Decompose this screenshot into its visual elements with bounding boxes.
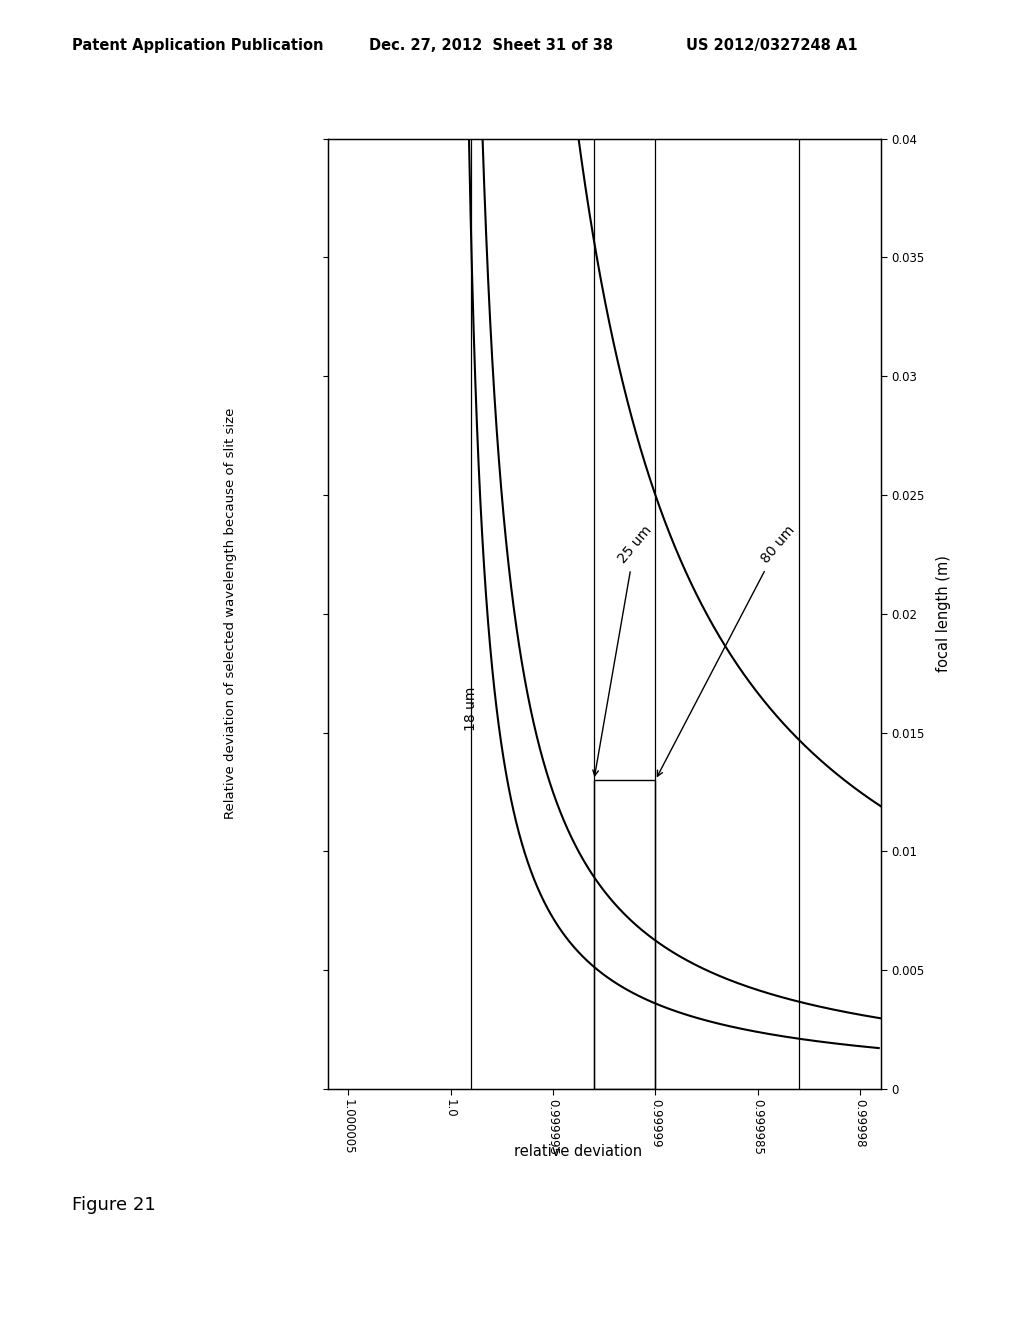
Text: 18 um: 18 um xyxy=(464,686,478,731)
Text: 25 um: 25 um xyxy=(593,524,654,776)
Text: Dec. 27, 2012  Sheet 31 of 38: Dec. 27, 2012 Sheet 31 of 38 xyxy=(369,38,612,53)
Text: Figure 21: Figure 21 xyxy=(72,1196,156,1214)
Text: relative deviation: relative deviation xyxy=(514,1143,643,1159)
Text: Patent Application Publication: Patent Application Publication xyxy=(72,38,324,53)
Text: 80 um: 80 um xyxy=(657,524,798,776)
Y-axis label: focal length (m): focal length (m) xyxy=(936,556,950,672)
Text: Relative deviation of selected wavelength because of slit size: Relative deviation of selected wavelengt… xyxy=(224,408,237,820)
Text: US 2012/0327248 A1: US 2012/0327248 A1 xyxy=(686,38,858,53)
Bar xyxy=(594,780,655,1089)
